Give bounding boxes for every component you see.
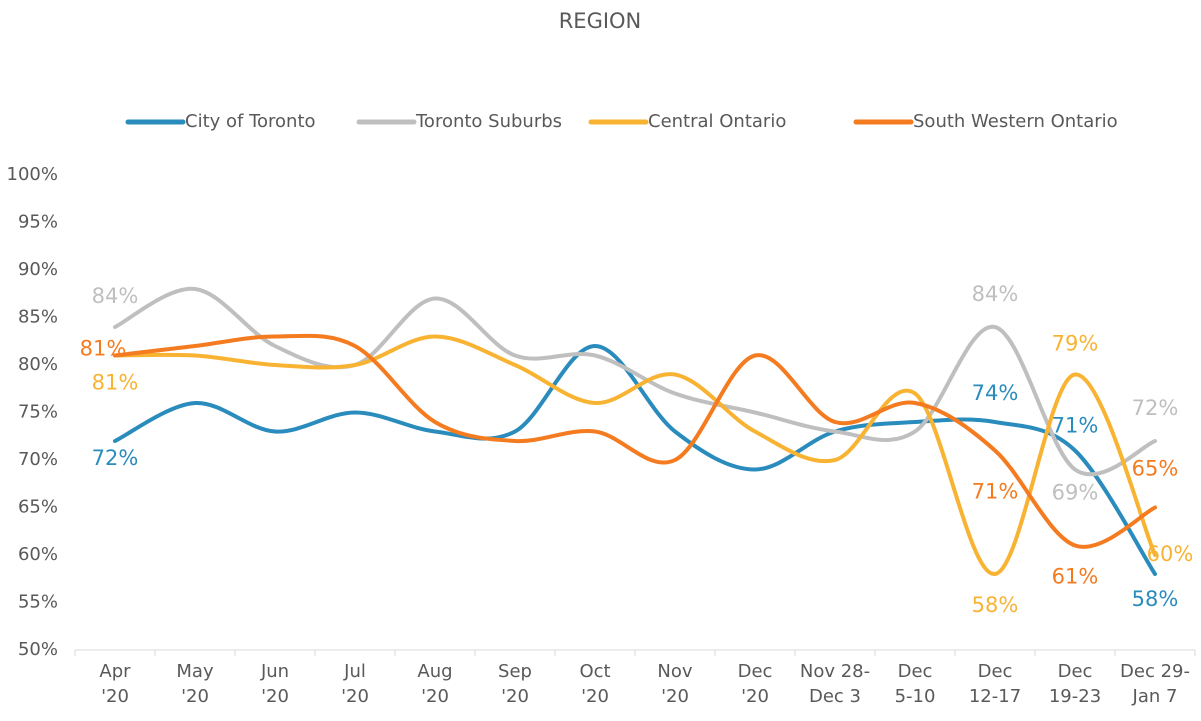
data-label: 74% xyxy=(972,381,1019,405)
chart-title: REGION xyxy=(559,9,642,33)
legend-label: Toronto Suburbs xyxy=(415,111,562,132)
data-label: 60% xyxy=(1147,542,1194,566)
x-tick-label: Aug xyxy=(417,661,452,682)
y-tick-label: 70% xyxy=(18,449,58,470)
x-tick-label: Jan 7 xyxy=(1132,686,1178,707)
series-line xyxy=(113,333,1157,549)
x-tick-label: '20 xyxy=(341,686,369,707)
x-tick-label: '20 xyxy=(501,686,529,707)
data-label: 81% xyxy=(92,371,139,395)
x-tick-label: 19-23 xyxy=(1049,686,1101,707)
legend-label: South Western Ontario xyxy=(913,111,1118,132)
data-label: 79% xyxy=(1052,332,1099,356)
y-tick-label: 100% xyxy=(7,164,58,185)
x-tick-label: Dec xyxy=(898,661,933,682)
x-tick-label: Dec 29- xyxy=(1120,661,1190,682)
x-tick-label: Nov xyxy=(657,661,692,682)
x-tick-label: Apr xyxy=(99,661,131,682)
x-tick-label: Sep xyxy=(498,661,532,682)
x-tick-label: Nov 28- xyxy=(800,661,870,682)
data-label: 71% xyxy=(972,480,1019,504)
x-tick-label: Dec xyxy=(1058,661,1093,682)
y-tick-label: 75% xyxy=(18,402,58,423)
x-tick-label: '20 xyxy=(741,686,769,707)
data-label: 58% xyxy=(972,593,1019,617)
legend-label: City of Toronto xyxy=(185,111,316,132)
series-line xyxy=(113,334,1157,576)
series-line xyxy=(113,286,1157,477)
data-label: 61% xyxy=(1052,565,1099,589)
data-label: 72% xyxy=(92,446,139,470)
legend-label: Central Ontario xyxy=(648,111,786,132)
x-tick-label: May xyxy=(176,661,214,682)
y-tick-label: 95% xyxy=(18,212,58,233)
x-tick-label: Dec 3 xyxy=(809,686,861,707)
y-tick-label: 60% xyxy=(18,544,58,565)
y-tick-label: 55% xyxy=(18,592,58,613)
data-label: 72% xyxy=(1132,396,1179,420)
data-label: 81% xyxy=(80,337,127,361)
x-tick-label: Jul xyxy=(343,661,366,682)
x-tick-label: '20 xyxy=(261,686,289,707)
y-tick-label: 65% xyxy=(18,497,58,518)
x-tick-label: '20 xyxy=(421,686,449,707)
data-label: 84% xyxy=(92,284,139,308)
y-tick-label: 50% xyxy=(18,639,58,660)
data-label: 69% xyxy=(1052,481,1099,505)
x-tick-label: '20 xyxy=(101,686,129,707)
x-tick-label: '20 xyxy=(661,686,689,707)
x-tick-label: '20 xyxy=(181,686,209,707)
y-tick-label: 85% xyxy=(18,307,58,328)
y-tick-label: 90% xyxy=(18,259,58,280)
x-tick-label: 5-10 xyxy=(895,686,936,707)
x-tick-label: 12-17 xyxy=(969,686,1021,707)
series-line xyxy=(113,343,1157,576)
x-tick-label: '20 xyxy=(581,686,609,707)
data-label: 71% xyxy=(1052,414,1099,438)
data-label: 65% xyxy=(1132,457,1179,481)
x-tick-label: Jun xyxy=(260,661,289,682)
x-tick-label: Dec xyxy=(978,661,1013,682)
data-label: 84% xyxy=(972,282,1019,306)
x-tick-label: Dec xyxy=(738,661,773,682)
y-tick-label: 80% xyxy=(18,354,58,375)
data-label: 58% xyxy=(1132,587,1179,611)
x-tick-label: Oct xyxy=(579,661,610,682)
